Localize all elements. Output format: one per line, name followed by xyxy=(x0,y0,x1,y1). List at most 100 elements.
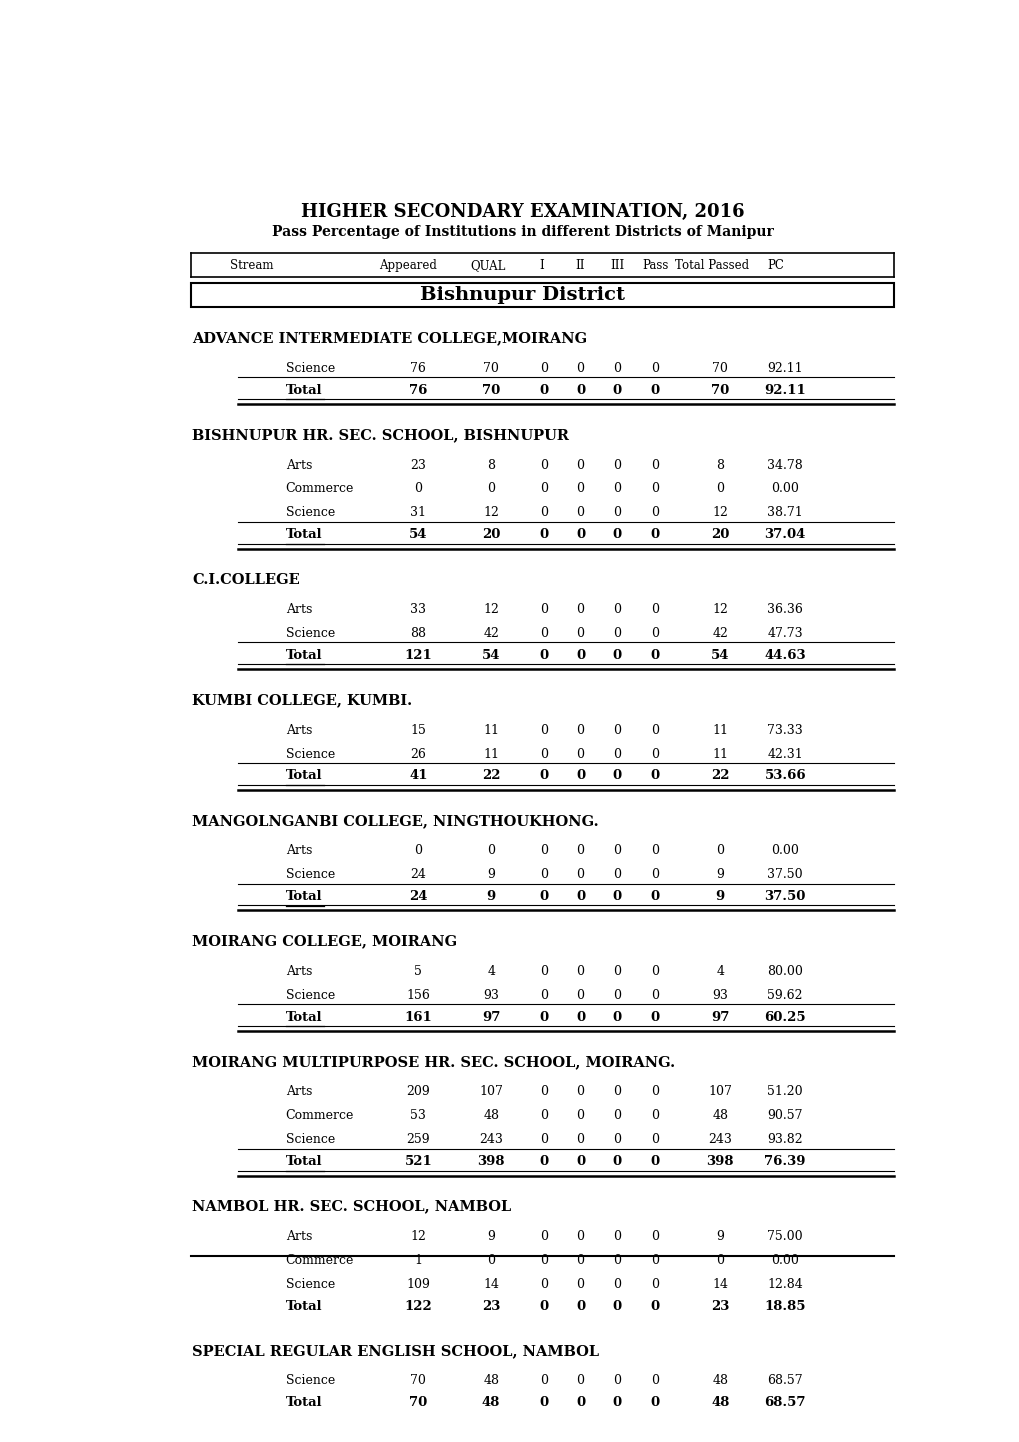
Text: 0: 0 xyxy=(540,1255,547,1268)
Text: 0: 0 xyxy=(540,1230,547,1243)
Text: 107: 107 xyxy=(708,1086,732,1099)
Text: 0: 0 xyxy=(576,844,584,857)
Text: Science: Science xyxy=(285,1278,334,1291)
Text: 0: 0 xyxy=(576,1278,584,1291)
Text: 0: 0 xyxy=(540,1374,547,1387)
Text: 0: 0 xyxy=(715,1255,723,1268)
Text: 0: 0 xyxy=(650,724,658,737)
Text: 0: 0 xyxy=(576,483,584,496)
Text: 9: 9 xyxy=(487,1230,494,1243)
Text: 0: 0 xyxy=(611,1299,621,1312)
Text: 0: 0 xyxy=(650,1230,658,1243)
Text: 0: 0 xyxy=(612,506,621,519)
Text: 0: 0 xyxy=(576,1396,585,1409)
Text: PC: PC xyxy=(766,258,784,271)
Text: 0: 0 xyxy=(612,747,621,760)
Text: 0: 0 xyxy=(487,844,494,857)
Text: Arts: Arts xyxy=(285,603,312,616)
Text: 0: 0 xyxy=(540,747,547,760)
Text: Science: Science xyxy=(285,1133,334,1146)
Text: Pass Percentage of Institutions in different Districts of Manipur: Pass Percentage of Institutions in diffe… xyxy=(272,225,772,239)
Text: 48: 48 xyxy=(483,1374,498,1387)
Text: Appeared: Appeared xyxy=(379,258,436,271)
Text: 0.00: 0.00 xyxy=(770,844,798,857)
Text: 70: 70 xyxy=(483,362,498,375)
Text: MOIRANG MULTIPURPOSE HR. SEC. SCHOOL, MOIRANG.: MOIRANG MULTIPURPOSE HR. SEC. SCHOOL, MO… xyxy=(193,1056,675,1069)
Text: III: III xyxy=(610,258,624,271)
Text: 4: 4 xyxy=(487,965,494,978)
Text: I: I xyxy=(539,258,543,271)
Text: 80.00: 80.00 xyxy=(766,965,802,978)
Text: 0: 0 xyxy=(611,649,621,662)
Text: 0: 0 xyxy=(576,724,584,737)
Text: Arts: Arts xyxy=(285,1230,312,1243)
Text: 0: 0 xyxy=(540,868,547,881)
Text: 26: 26 xyxy=(410,747,426,760)
Text: 11: 11 xyxy=(711,747,728,760)
Text: 42: 42 xyxy=(483,627,498,640)
Text: 0: 0 xyxy=(539,528,548,541)
Text: 0: 0 xyxy=(539,770,548,783)
Text: 12: 12 xyxy=(711,506,728,519)
Text: 0: 0 xyxy=(612,989,621,1002)
Text: 0: 0 xyxy=(612,1230,621,1243)
Text: 521: 521 xyxy=(405,1155,432,1168)
Text: 23: 23 xyxy=(410,459,426,472)
Text: 0: 0 xyxy=(576,506,584,519)
Text: 23: 23 xyxy=(710,1299,729,1312)
Text: 0: 0 xyxy=(612,1278,621,1291)
Text: 0: 0 xyxy=(650,627,658,640)
Text: Commerce: Commerce xyxy=(285,1109,354,1122)
Text: 0: 0 xyxy=(649,384,658,397)
Text: 11: 11 xyxy=(483,747,498,760)
Text: 0: 0 xyxy=(649,649,658,662)
Text: 88: 88 xyxy=(410,627,426,640)
Text: 0: 0 xyxy=(576,384,585,397)
Text: 73.33: 73.33 xyxy=(766,724,802,737)
Text: 0: 0 xyxy=(540,724,547,737)
Text: 37.50: 37.50 xyxy=(764,890,805,903)
Text: 24: 24 xyxy=(409,890,427,903)
Text: 20: 20 xyxy=(710,528,729,541)
Text: 93.82: 93.82 xyxy=(766,1133,802,1146)
Text: 0: 0 xyxy=(540,483,547,496)
Text: 48: 48 xyxy=(481,1396,500,1409)
Text: 398: 398 xyxy=(706,1155,734,1168)
Text: 0: 0 xyxy=(539,1011,548,1024)
Text: 0: 0 xyxy=(612,724,621,737)
Text: 0: 0 xyxy=(540,603,547,616)
Text: 97: 97 xyxy=(481,1011,500,1024)
Text: 0: 0 xyxy=(576,965,584,978)
Text: 0: 0 xyxy=(540,844,547,857)
Text: 243: 243 xyxy=(708,1133,732,1146)
Text: 0.00: 0.00 xyxy=(770,1255,798,1268)
Text: 12: 12 xyxy=(410,1230,426,1243)
Text: 107: 107 xyxy=(479,1086,502,1099)
Text: 0: 0 xyxy=(576,1255,584,1268)
Text: 24: 24 xyxy=(410,868,426,881)
Text: Total: Total xyxy=(285,384,322,397)
Text: 0: 0 xyxy=(576,1109,584,1122)
Text: 0: 0 xyxy=(539,384,548,397)
Text: 0: 0 xyxy=(650,844,658,857)
Text: 70: 70 xyxy=(410,1374,426,1387)
Text: 0: 0 xyxy=(576,649,585,662)
Text: Science: Science xyxy=(285,362,334,375)
Text: 0: 0 xyxy=(612,1086,621,1099)
Text: 0: 0 xyxy=(715,483,723,496)
Text: 14: 14 xyxy=(711,1278,728,1291)
Text: 0: 0 xyxy=(612,1374,621,1387)
Text: Total: Total xyxy=(285,890,322,903)
Text: Science: Science xyxy=(285,627,334,640)
Text: 0: 0 xyxy=(540,506,547,519)
Text: Commerce: Commerce xyxy=(285,1255,354,1268)
Text: 0: 0 xyxy=(539,1155,548,1168)
Text: 70: 70 xyxy=(711,362,728,375)
Text: 0: 0 xyxy=(540,1109,547,1122)
Text: 0: 0 xyxy=(576,1133,584,1146)
Text: 0: 0 xyxy=(611,1396,621,1409)
Text: II: II xyxy=(575,258,584,271)
Text: 31: 31 xyxy=(410,506,426,519)
Text: 0: 0 xyxy=(576,1155,585,1168)
Text: 0: 0 xyxy=(540,627,547,640)
